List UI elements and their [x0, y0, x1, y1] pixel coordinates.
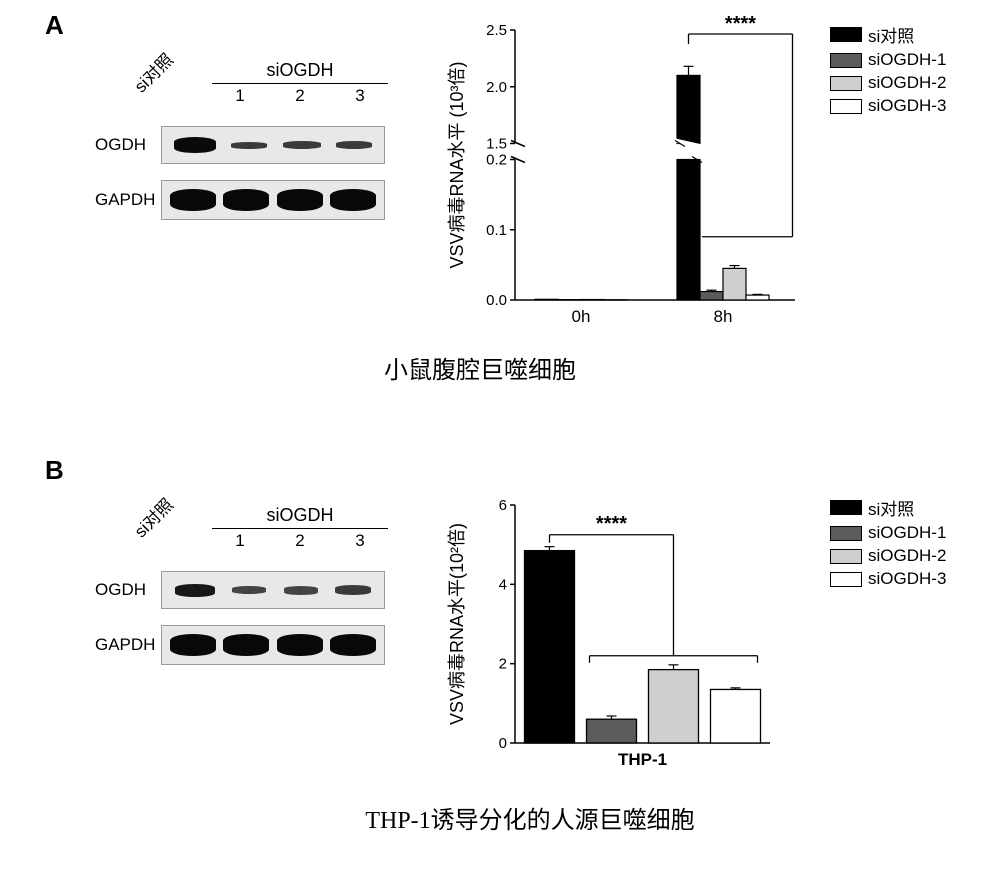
siogdh-underline: [212, 83, 388, 84]
panel-b-legend: si对照 siOGDH-1 siOGDH-2 siOGDH-3: [830, 495, 946, 592]
legend-label: siOGDH-3: [868, 96, 946, 116]
blot-strip: [161, 180, 385, 220]
siogdh-underline: [212, 528, 388, 529]
legend-swatch: [830, 99, 862, 114]
siogdh-group-header: siOGDH 1 2 3: [210, 505, 390, 551]
siogdh-label: siOGDH: [210, 505, 390, 526]
blot-band: [283, 141, 321, 149]
svg-text:0.0: 0.0: [486, 292, 507, 309]
blot-header: si对照 siOGDH 1 2 3: [95, 505, 385, 565]
legend-swatch: [830, 500, 862, 515]
lane-numbers: 1 2 3: [210, 86, 390, 106]
legend-item: si对照: [830, 495, 946, 520]
svg-text:0.2: 0.2: [486, 152, 507, 169]
legend-swatch: [830, 76, 862, 91]
blot-row: GAPDH: [95, 180, 385, 220]
svg-text:6: 6: [499, 497, 507, 514]
svg-text:VSV病毒RNA水平 (10³倍): VSV病毒RNA水平 (10³倍): [447, 61, 467, 268]
blot-strip: [161, 571, 385, 609]
legend-label: siOGDH-2: [868, 546, 946, 566]
legend-item: siOGDH-3: [830, 96, 946, 116]
svg-text:2.0: 2.0: [486, 79, 507, 96]
blot-band: [277, 189, 323, 211]
blot-band: [175, 584, 215, 597]
siogdh-group-header: siOGDH 1 2 3: [210, 60, 390, 106]
legend-swatch: [830, 27, 862, 42]
panel-a-legend: si对照 siOGDH-1 siOGDH-2 siOGDH-3: [830, 22, 946, 119]
lane-num: 2: [295, 86, 304, 106]
lane-num: 1: [235, 531, 244, 551]
svg-text:2: 2: [499, 656, 507, 673]
legend-item: siOGDH-1: [830, 523, 946, 543]
si-control-label: si对照: [127, 47, 177, 97]
svg-text:4: 4: [499, 576, 507, 593]
legend-swatch: [830, 572, 862, 587]
blot-band: [174, 137, 216, 153]
svg-text:0h: 0h: [572, 307, 591, 326]
blot-row-label: GAPDH: [95, 190, 161, 210]
blot-band: [330, 189, 376, 211]
legend-item: siOGDH-2: [830, 73, 946, 93]
panel-a-blot: si对照 siOGDH 1 2 3 OGDH GAPDH: [95, 60, 385, 220]
blot-band: [284, 586, 318, 595]
blot-band: [232, 586, 266, 594]
blot-band: [335, 585, 371, 595]
siogdh-label: siOGDH: [210, 60, 390, 81]
svg-text:THP-1: THP-1: [618, 750, 667, 769]
svg-text:8h: 8h: [714, 307, 733, 326]
legend-label: siOGDH-1: [868, 523, 946, 543]
blot-band: [170, 634, 216, 656]
legend-label: siOGDH-1: [868, 50, 946, 70]
svg-text:****: ****: [596, 513, 627, 535]
legend-label: si对照: [868, 22, 914, 47]
svg-text:2.5: 2.5: [486, 22, 507, 39]
chart-a-svg: 0.0 0.1 0.21.5 2.0 2.5 VSV病毒RNA水平 (10³倍) 0h 8h *…: [445, 10, 815, 330]
blot-band: [170, 189, 216, 211]
lane-num: 3: [355, 86, 364, 106]
svg-text:0: 0: [499, 735, 507, 752]
lane-num: 1: [235, 86, 244, 106]
legend-swatch: [830, 549, 862, 564]
lane-num: 2: [295, 531, 304, 551]
legend-item: siOGDH-3: [830, 569, 946, 589]
chart-b-svg: 0 2 4 6 VSV病毒RNA水平(10²倍) THP-1 ****: [445, 490, 815, 790]
legend-item: siOGDH-2: [830, 546, 946, 566]
blot-row: OGDH: [95, 571, 385, 609]
blot-row-label: GAPDH: [95, 635, 161, 655]
blot-row: OGDH: [95, 126, 385, 164]
svg-text:VSV病毒RNA水平(10²倍): VSV病毒RNA水平(10²倍): [447, 523, 467, 725]
lane-num: 3: [355, 531, 364, 551]
blot-band: [277, 634, 323, 656]
blot-strip: [161, 126, 385, 164]
blot-rows: OGDH GAPDH: [95, 571, 385, 665]
panel-a-caption: 小鼠腹腔巨噬细胞: [25, 350, 935, 385]
svg-text:****: ****: [725, 13, 756, 35]
panel-a-label: A: [45, 10, 64, 41]
legend-item: si对照: [830, 22, 946, 47]
blot-strip: [161, 625, 385, 665]
legend-label: si对照: [868, 495, 914, 520]
legend-swatch: [830, 53, 862, 68]
blot-band: [223, 634, 269, 656]
blot-band: [223, 189, 269, 211]
panel-b-caption: THP-1诱导分化的人源巨噬细胞: [75, 800, 985, 835]
legend-label: siOGDH-3: [868, 569, 946, 589]
si-control-label: si对照: [127, 492, 177, 542]
panel-b-label: B: [45, 455, 64, 486]
legend-swatch: [830, 526, 862, 541]
blot-band: [231, 142, 267, 149]
blot-band: [330, 634, 376, 656]
lane-numbers: 1 2 3: [210, 531, 390, 551]
blot-row-label: OGDH: [95, 135, 161, 155]
blot-row: GAPDH: [95, 625, 385, 665]
legend-label: siOGDH-2: [868, 73, 946, 93]
blot-band: [336, 141, 372, 149]
svg-text:1.5: 1.5: [486, 136, 507, 153]
svg-text:0.1: 0.1: [486, 222, 507, 239]
panel-b-blot: si对照 siOGDH 1 2 3 OGDH GAPDH: [95, 505, 385, 665]
legend-item: siOGDH-1: [830, 50, 946, 70]
blot-header: si对照 siOGDH 1 2 3: [95, 60, 385, 120]
blot-rows: OGDH GAPDH: [95, 126, 385, 220]
blot-row-label: OGDH: [95, 580, 161, 600]
